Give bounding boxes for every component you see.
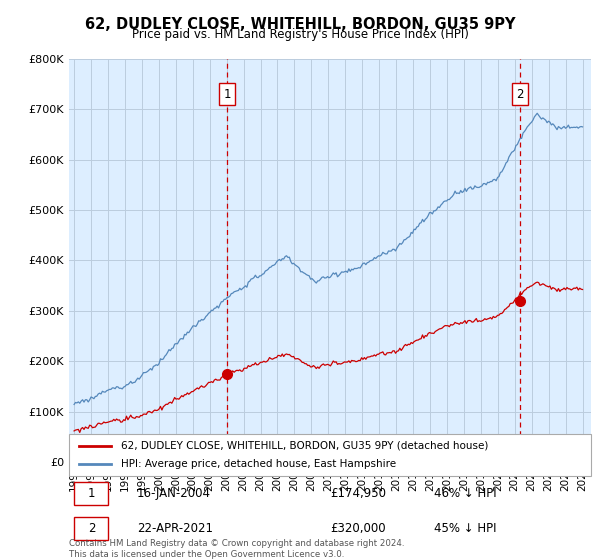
Text: 46% ↓ HPI: 46% ↓ HPI [434,487,497,501]
Text: 1: 1 [88,487,95,501]
Text: £320,000: £320,000 [330,522,386,535]
Text: 62, DUDLEY CLOSE, WHITEHILL, BORDON, GU35 9PY (detached house): 62, DUDLEY CLOSE, WHITEHILL, BORDON, GU3… [121,441,488,451]
Text: Price paid vs. HM Land Registry's House Price Index (HPI): Price paid vs. HM Land Registry's House … [131,28,469,41]
Text: 16-JAN-2004: 16-JAN-2004 [137,487,211,501]
Text: £174,950: £174,950 [330,487,386,501]
Text: HPI: Average price, detached house, East Hampshire: HPI: Average price, detached house, East… [121,459,397,469]
FancyBboxPatch shape [69,434,591,476]
FancyBboxPatch shape [74,517,108,540]
FancyBboxPatch shape [74,483,108,505]
Text: 45% ↓ HPI: 45% ↓ HPI [434,522,497,535]
Text: Contains HM Land Registry data © Crown copyright and database right 2024.
This d: Contains HM Land Registry data © Crown c… [69,539,404,559]
Text: 1: 1 [224,87,231,101]
Text: 62, DUDLEY CLOSE, WHITEHILL, BORDON, GU35 9PY: 62, DUDLEY CLOSE, WHITEHILL, BORDON, GU3… [85,17,515,32]
Text: 2: 2 [88,522,95,535]
Text: 2: 2 [516,87,524,101]
Text: 22-APR-2021: 22-APR-2021 [137,522,213,535]
